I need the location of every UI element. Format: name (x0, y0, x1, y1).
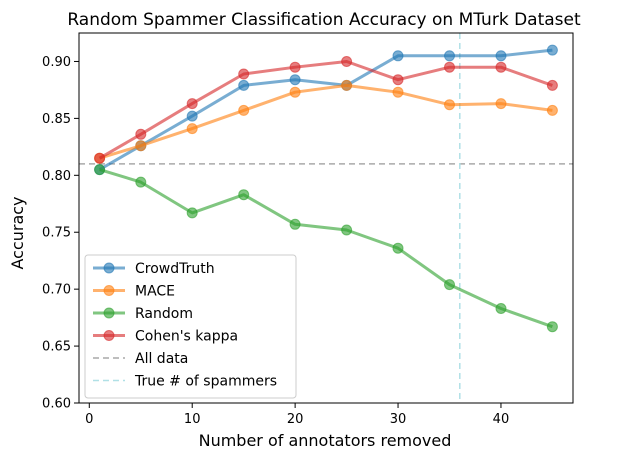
data-point-crowdtruth (392, 50, 404, 62)
data-point-mace (238, 104, 250, 116)
data-point-crowdtruth (495, 50, 507, 62)
data-point-cohen-s-kappa (546, 79, 558, 91)
data-point-random (238, 189, 250, 201)
legend-swatch-marker (103, 285, 115, 296)
legend: CrowdTruth MACE Random Cohen's kappa All dat… (84, 254, 297, 399)
data-point-mace (289, 86, 301, 98)
data-point-mace (495, 98, 507, 110)
data-point-mace (186, 123, 198, 135)
x-tick-label: 0 (85, 412, 93, 427)
data-point-mace (392, 86, 404, 98)
data-point-mace (444, 99, 455, 111)
y-axis-label: Accuracy (8, 196, 27, 269)
legend-box (84, 254, 297, 399)
data-point-random (289, 218, 301, 230)
legend-label: Cohen's kappa (135, 329, 238, 345)
data-point-crowdtruth (444, 50, 455, 62)
data-point-cohen-s-kappa (392, 74, 404, 86)
x-tick-label: 40 (493, 412, 510, 427)
x-tick-label: 30 (390, 412, 407, 427)
legend-label: MACE (135, 284, 175, 300)
data-point-cohen-s-kappa (444, 61, 455, 73)
legend-label: Random (135, 306, 193, 322)
legend-swatch-marker (103, 262, 115, 274)
data-point-cohen-s-kappa (495, 61, 507, 73)
y-tick-label: 0.85 (42, 112, 71, 127)
legend-label: CrowdTruth (135, 261, 215, 277)
y-tick-label: 0.80 (42, 169, 71, 184)
data-point-random (444, 279, 455, 291)
data-point-mace (135, 140, 147, 152)
data-point-random (392, 242, 404, 254)
data-point-cohen-s-kappa (238, 68, 250, 80)
data-point-mace (341, 79, 353, 91)
y-tick-label: 0.60 (42, 397, 71, 412)
data-point-cohen-s-kappa (341, 56, 353, 67)
series-line-crowdtruth (98, 48, 553, 171)
data-point-crowdtruth (186, 110, 198, 122)
data-point-mace (546, 104, 558, 116)
series-line-cohen-s-kappa (98, 60, 553, 160)
legend-label: All data (135, 351, 188, 367)
x-tick-label: 20 (287, 412, 304, 427)
data-point-crowdtruth (238, 79, 250, 91)
data-point-cohen-s-kappa (94, 152, 106, 164)
data-point-random (94, 164, 106, 176)
data-point-cohen-s-kappa (289, 61, 301, 73)
legend-label: True # of spammers (134, 374, 277, 390)
legend-swatch-marker (103, 330, 115, 341)
data-point-random (186, 207, 198, 219)
y-tick-label: 0.65 (42, 340, 71, 355)
legend-swatch-marker (103, 307, 115, 319)
series-line-mace (99, 83, 553, 160)
data-point-random (546, 321, 558, 333)
data-point-random (135, 176, 147, 188)
y-tick-label: 0.70 (42, 283, 71, 298)
x-axis-label: Number of annotators removed (199, 431, 452, 450)
chart-title: Random Spammer Classification Accuracy o… (67, 10, 581, 30)
data-point-random (341, 224, 353, 236)
series-line-random (99, 168, 553, 329)
data-point-cohen-s-kappa (186, 98, 198, 110)
x-tick-label: 10 (184, 412, 201, 427)
data-point-crowdtruth (546, 44, 558, 56)
y-tick-label: 0.90 (42, 55, 71, 70)
data-point-cohen-s-kappa (135, 128, 147, 140)
y-tick-label: 0.75 (42, 226, 71, 241)
data-point-crowdtruth (289, 74, 301, 86)
plot-frame (78, 32, 574, 404)
plot-area: 0 10 20 30 40 0.60 0.65 0.70 0.75 0.80 0.85 0.90 (42, 32, 574, 427)
data-point-random (495, 303, 507, 314)
